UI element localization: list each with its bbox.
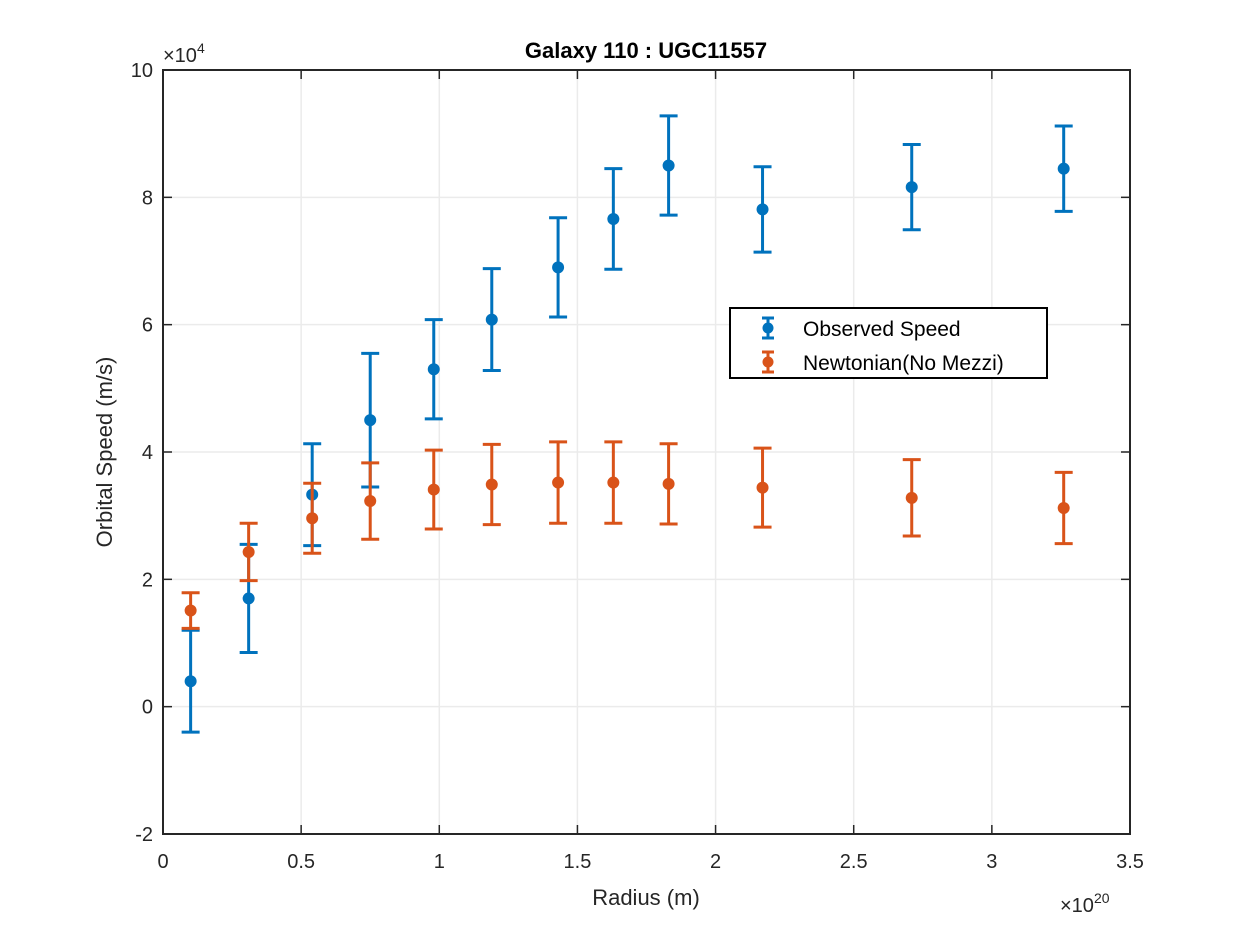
legend-marker-newtonian: [762, 350, 774, 374]
data-point-0-0: [184, 675, 197, 688]
data-point-0-3: [364, 414, 377, 427]
data-point-0-5: [485, 313, 498, 326]
data-series: [181, 114, 1073, 734]
x-tick-label-3: 1.5: [564, 851, 592, 873]
data-point-1-6: [552, 476, 565, 489]
data-point-0-10: [905, 181, 918, 194]
y-axis-label: Orbital Speed (m/s): [92, 357, 117, 548]
x-tick-label-2: 1: [434, 851, 445, 873]
data-point-1-3: [364, 495, 377, 508]
data-point-0-7: [607, 212, 620, 225]
x-tick-label-5: 2.5: [840, 851, 868, 873]
x-exponent-label: ×1020: [1060, 890, 1110, 917]
y-exponent-power: 4: [197, 40, 205, 56]
data-point-1-5: [485, 478, 498, 491]
y-exponent-base: ×10: [163, 45, 197, 67]
y-tick-label-2: 2: [142, 569, 153, 591]
data-point-1-8: [662, 477, 675, 490]
y-tick-label-4: 6: [142, 315, 153, 337]
legend-entry-newtonian: Newtonian(No Mezzi): [762, 350, 1004, 375]
chart-title: Galaxy 110 : UGC11557: [525, 38, 767, 63]
data-point-0-4: [427, 363, 440, 376]
legend-marker-observed: [762, 316, 774, 340]
data-point-1-0: [184, 604, 197, 617]
data-point-0-8: [662, 159, 675, 172]
data-point-0-1: [242, 592, 255, 605]
x-tick-label-4: 2: [710, 851, 721, 873]
data-point-0-6: [552, 261, 565, 274]
data-point-0-9: [756, 203, 769, 216]
legend-point-1: [762, 356, 774, 368]
y-tick-label-3: 4: [142, 442, 153, 464]
y-tick-label-1: 0: [142, 697, 153, 719]
series-1: [181, 440, 1073, 630]
legend-label-observed: Observed Speed: [803, 318, 961, 341]
x-exponent-power: 20: [1094, 890, 1110, 906]
x-exponent-base: ×10: [1060, 895, 1094, 917]
data-point-1-9: [756, 481, 769, 494]
data-point-1-1: [242, 545, 255, 558]
data-point-1-10: [905, 491, 918, 504]
data-point-0-11: [1057, 162, 1070, 175]
legend: Observed Speed Newtonian(No Mezzi): [729, 307, 1048, 379]
legend-entry-observed: Observed Speed: [762, 316, 961, 341]
y-tick-label-0: -2: [135, 824, 153, 846]
x-tick-label-0: 0: [157, 851, 168, 873]
y-exponent-label: ×104: [163, 40, 205, 67]
x-axis-label: Radius (m): [592, 885, 700, 910]
y-tick-label-6: 10: [131, 60, 153, 82]
x-tick-label-6: 3: [986, 851, 997, 873]
legend-point-0: [762, 322, 774, 334]
data-point-1-4: [427, 483, 440, 496]
grid-lines: [163, 70, 1130, 834]
data-point-1-2: [306, 512, 319, 525]
x-tick-label-7: 3.5: [1116, 851, 1144, 873]
legend-label-newtonian: Newtonian(No Mezzi): [803, 352, 1004, 375]
data-point-1-11: [1057, 502, 1070, 515]
data-point-1-7: [607, 476, 620, 489]
x-tick-label-1: 0.5: [287, 851, 315, 873]
y-tick-label-5: 8: [142, 187, 153, 209]
legend-box: [729, 307, 1048, 379]
